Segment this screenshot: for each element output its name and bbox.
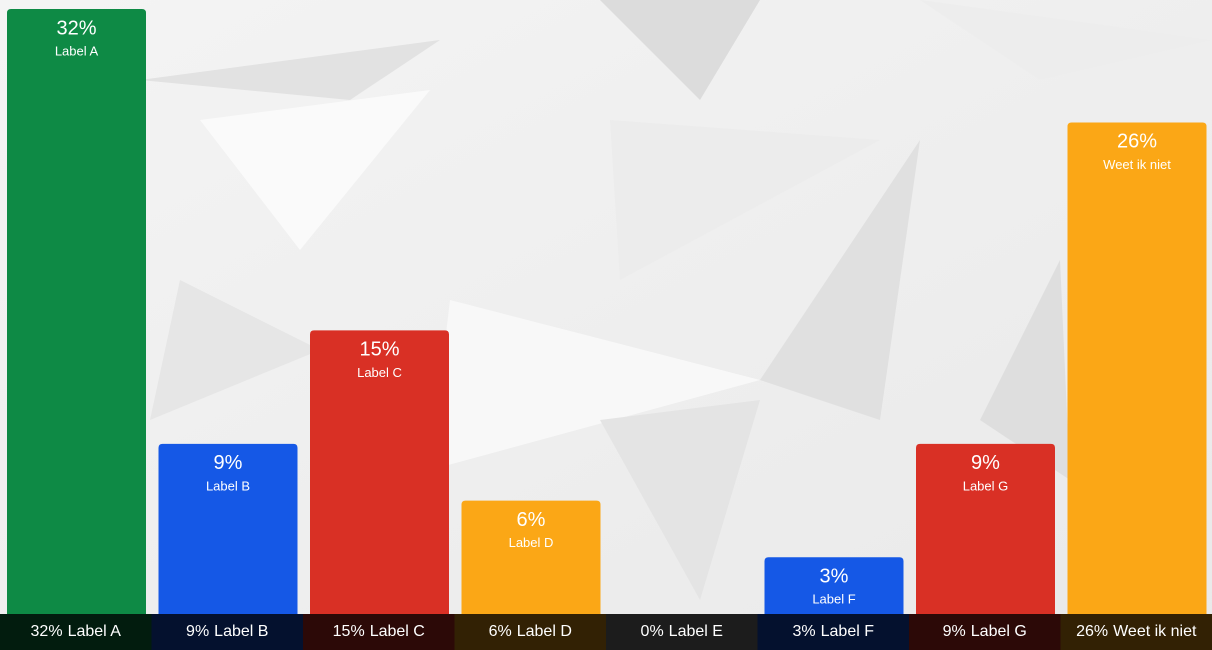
bar-value-label: 32% xyxy=(56,17,96,39)
bar-category-label: Label D xyxy=(509,535,554,550)
bar-value-label: 15% xyxy=(359,339,399,361)
bar-category-label: Label F xyxy=(812,592,855,607)
footer-value: 15% xyxy=(333,623,365,640)
footer-value: 0% xyxy=(641,623,664,640)
footer-value: 6% xyxy=(489,623,512,640)
bar xyxy=(1067,122,1207,614)
footer-value: 32% xyxy=(31,623,63,640)
footer-shade xyxy=(606,614,758,650)
bar-value-label: 6% xyxy=(517,509,546,531)
bar xyxy=(764,557,904,614)
footer-category: Weet ik niet xyxy=(1113,623,1197,640)
footer-shade xyxy=(757,614,910,650)
bar-value-label: 9% xyxy=(971,452,1000,474)
footer-shade xyxy=(151,614,304,650)
footer-value: 3% xyxy=(793,623,816,640)
bar-category-label: Label B xyxy=(206,478,250,493)
footer-label: 6% Label D xyxy=(489,623,572,640)
bar-category-label: Label C xyxy=(357,365,402,380)
footer-label: 32% Label A xyxy=(31,623,122,640)
footer-category: Label C xyxy=(370,623,425,640)
footer-shade xyxy=(909,614,1061,650)
footer-label: 3% Label F xyxy=(793,623,875,640)
bar-category-label: Label G xyxy=(963,478,1009,493)
bar-value-label: 3% xyxy=(820,566,849,588)
bar-category-label: Label A xyxy=(55,43,99,58)
footer-shade xyxy=(0,614,152,650)
footer-label: 0% Label E xyxy=(641,623,723,640)
footer-shade xyxy=(1060,614,1212,650)
footer-category: Label A xyxy=(68,623,122,640)
footer-value: 9% xyxy=(186,623,209,640)
bar-value-label: 26% xyxy=(1117,131,1157,153)
bar xyxy=(158,443,298,614)
bar xyxy=(461,500,601,614)
bar xyxy=(916,443,1055,614)
footer-label: 9% Label G xyxy=(943,623,1027,640)
footer-category: Label B xyxy=(214,623,268,640)
footer-shade xyxy=(303,614,455,650)
footer-category: Label D xyxy=(517,623,572,640)
bar-value-label: 9% xyxy=(214,452,243,474)
footer-value: 26% xyxy=(1076,623,1108,640)
footer-shade xyxy=(454,614,607,650)
bar-category-label: Weet ik niet xyxy=(1103,157,1171,172)
footer-category: Label E xyxy=(669,623,723,640)
footer-label: 15% Label C xyxy=(333,623,425,640)
bar xyxy=(7,9,146,614)
footer-category: Label G xyxy=(971,623,1027,640)
footer-value: 9% xyxy=(943,623,966,640)
bar xyxy=(310,330,449,614)
footer-label: 9% Label B xyxy=(186,623,268,640)
footer-category: Label F xyxy=(821,623,875,640)
footer-label: 26% Weet ik niet xyxy=(1076,623,1197,640)
